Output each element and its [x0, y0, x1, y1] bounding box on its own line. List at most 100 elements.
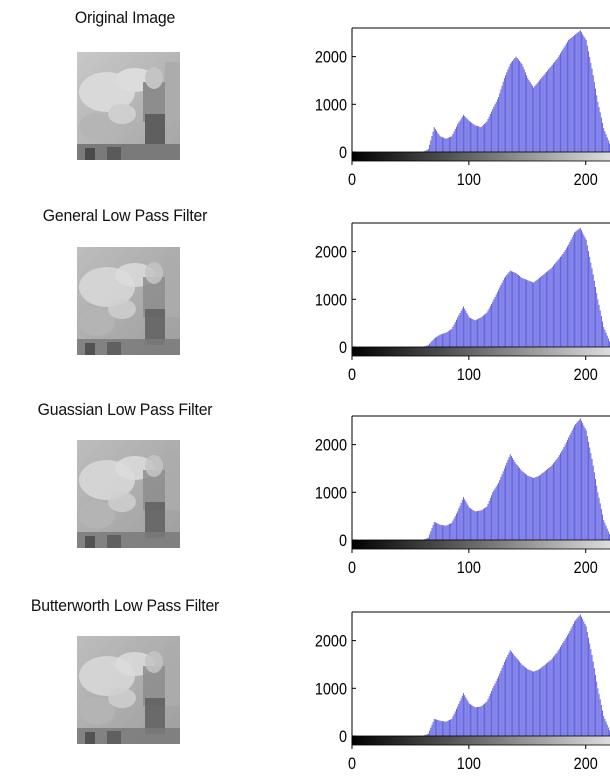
histogram-bar — [520, 663, 522, 736]
histogram-bar — [564, 45, 566, 152]
histogram-bar — [485, 507, 487, 540]
histogram-bar — [502, 280, 504, 347]
histogram-bar — [574, 232, 575, 347]
histogram-bar — [453, 324, 455, 347]
histogram-bar — [521, 63, 523, 152]
histogram-bar — [457, 511, 459, 540]
histogram-bar — [466, 118, 468, 152]
histogram-bar — [466, 313, 468, 347]
histogram-bar — [498, 482, 499, 540]
histogram-bar — [471, 705, 473, 736]
histogram-chart: 0 1000 2000 0 100 200 — [295, 195, 610, 388]
histogram-bar — [593, 668, 595, 736]
histogram-bar — [572, 36, 574, 152]
panel-title: Original Image — [74, 8, 176, 27]
histogram-bar — [523, 69, 525, 152]
histogram-bar — [515, 657, 517, 736]
histogram-bar — [432, 721, 434, 736]
histogram-bar — [463, 114, 464, 152]
histogram-bar — [458, 122, 460, 152]
histogram-bar — [521, 277, 523, 347]
grayscale-colorbar — [351, 539, 610, 550]
histogram-bar — [598, 304, 600, 347]
histogram-bar — [538, 80, 540, 152]
histogram-bar — [602, 710, 604, 736]
panel-title: Butterworth Low Pass Filter — [30, 596, 220, 615]
histogram-bar — [470, 704, 471, 736]
histogram-bar — [570, 432, 572, 540]
histogram-bar — [589, 447, 591, 540]
histogram-bar — [464, 499, 466, 540]
histogram-bar — [567, 246, 568, 347]
histogram-bar — [470, 508, 471, 540]
histogram-bar — [498, 97, 499, 152]
histogram-bar — [454, 322, 456, 347]
histogram-bar — [595, 286, 596, 347]
histogram-bar — [557, 259, 559, 347]
histogram-bar — [458, 315, 460, 347]
histogram-bar — [512, 60, 514, 152]
histogram-bar — [444, 525, 446, 540]
histogram-bar — [471, 509, 473, 540]
histogram-bar — [447, 720, 449, 736]
histogram-bar — [603, 715, 605, 736]
histogram-bar — [513, 654, 515, 736]
histogram-bar — [547, 662, 549, 736]
histogram-bar — [495, 681, 497, 736]
histogram-bar — [446, 138, 448, 152]
histogram-bar — [542, 666, 544, 736]
histogram-bar — [460, 502, 462, 540]
histogram-bar — [570, 38, 572, 152]
histogram-bar — [593, 81, 595, 152]
histogram-bar — [537, 278, 539, 347]
histogram-bar — [473, 319, 475, 347]
histogram-bar — [548, 270, 550, 347]
histogram-bar — [569, 435, 571, 540]
histogram-bar — [480, 706, 482, 736]
histogram-bar — [597, 101, 599, 152]
histogram-bar — [531, 671, 533, 736]
histogram-bar — [500, 285, 502, 347]
histogram-bar — [517, 59, 519, 153]
histogram-bar — [485, 313, 487, 347]
histogram-bar — [426, 149, 428, 152]
histogram-bar — [468, 121, 470, 152]
histogram-bar — [529, 476, 531, 540]
histogram-bar — [426, 734, 428, 736]
histogram-bar — [432, 525, 434, 540]
histogram-bar — [545, 469, 547, 540]
histogram-bar — [583, 36, 585, 152]
histogram-bar — [454, 129, 456, 152]
histogram-bar — [508, 652, 510, 736]
histogram-bar — [526, 279, 528, 347]
histogram-bar — [582, 232, 584, 347]
histogram-bar — [604, 131, 606, 152]
histogram-bar — [433, 127, 435, 152]
histogram-bar — [602, 321, 604, 347]
histogram-bar — [537, 669, 539, 736]
histogram-bar — [494, 683, 496, 736]
histogram-bar — [437, 719, 439, 736]
histogram-bar — [473, 706, 475, 736]
histogram-bar — [484, 703, 485, 736]
histogram-bar — [475, 125, 477, 152]
histogram-bar — [584, 237, 586, 347]
histogram-bar — [461, 695, 463, 736]
x-tick-label: 200 — [574, 755, 598, 773]
histogram-bar — [557, 650, 559, 736]
histogram-bar — [586, 632, 588, 736]
histogram-bar — [567, 41, 568, 152]
histogram-bar — [465, 697, 467, 736]
histogram-bar — [447, 137, 449, 152]
histogram-bar — [586, 436, 588, 540]
histogram-bar — [507, 654, 509, 736]
histogram-bar — [520, 469, 522, 540]
histogram-bar — [530, 83, 532, 152]
histogram-bar — [540, 668, 542, 736]
histogram-bar — [548, 467, 550, 540]
histogram-bar — [604, 718, 606, 736]
histogram-bar — [563, 641, 565, 736]
histogram-bar — [563, 447, 565, 540]
histogram-bar — [554, 461, 556, 540]
histogram-bar — [487, 310, 489, 347]
